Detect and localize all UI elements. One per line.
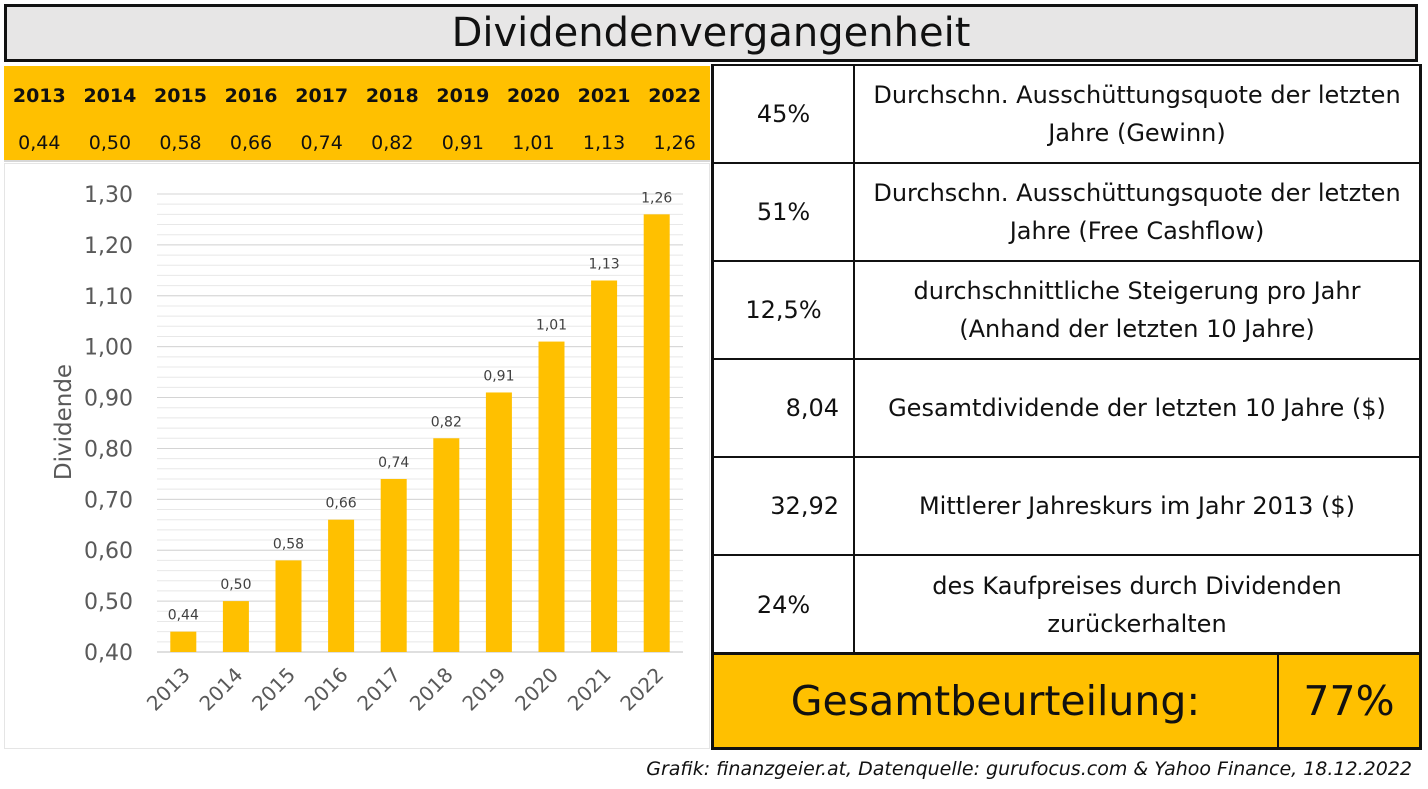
metrics-table: 45% Durchschn. Ausschüttungsquote der le…	[711, 64, 1422, 653]
x-tick-label: 2016	[300, 663, 353, 716]
metric-label: Gesamtdividende der letzten 10 Jahre ($)	[888, 394, 1386, 422]
bar	[485, 392, 512, 652]
bar	[591, 280, 618, 652]
y-axis-label: Dividende	[51, 364, 77, 480]
y-tick-label: 1,10	[84, 285, 133, 310]
data-label: 1,26	[641, 190, 672, 206]
metric-label: Mittlerer Jahreskurs im Jahr 2013 ($)	[918, 492, 1356, 520]
year-cell: 2014	[83, 85, 137, 107]
year-cell: 2015	[154, 85, 207, 107]
x-tick-label: 2020	[510, 663, 563, 716]
metric-row: 12,5% durchschnittliche Steigerung pro J…	[714, 262, 1419, 360]
year-cell: 2020	[507, 85, 560, 107]
y-tick-label: 0,50	[84, 590, 133, 615]
x-tick-label: 2015	[247, 663, 300, 716]
y-tick-label: 1,30	[84, 183, 133, 208]
source-note: Grafik: finanzgeier.at, Datenquelle: gur…	[646, 758, 1412, 780]
metric-label: des Kaufpreises durch Dividenden zurücke…	[932, 571, 1342, 638]
bar	[380, 478, 407, 652]
dividend-value-cell: 0,58	[159, 132, 202, 154]
year-cell: 2022	[648, 85, 702, 107]
y-tick-label: 1,20	[84, 234, 133, 259]
metric-value: 32,92	[714, 458, 855, 554]
metric-value: 8,04	[714, 360, 855, 456]
metric-label: Durchschn. Ausschüttungsquote der letzte…	[873, 179, 1401, 245]
dividend-value-cell: 0,50	[88, 132, 132, 154]
x-tick-label: 2022	[615, 663, 668, 716]
metric-row: 24% des Kaufpreises durch Dividenden zur…	[714, 556, 1419, 653]
y-tick-label: 0,80	[84, 437, 133, 462]
x-tick-label: 2013	[142, 663, 195, 716]
y-tick-label: 0,70	[84, 488, 133, 513]
bar	[433, 438, 460, 652]
dividend-value-cell: 0,44	[18, 132, 61, 154]
x-tick-label: 2021	[563, 663, 616, 716]
dividend-value-cell: 1,13	[582, 132, 626, 154]
dividend-chart: 1,30 1,20 1,10 1,00 0,90 0,80 0,70 0,60 0,50 0,40…	[4, 163, 710, 749]
bar	[222, 601, 249, 652]
x-tick-label: 2019	[457, 663, 510, 716]
metric-row: 51% Durchschn. Ausschüttungsquote der le…	[714, 164, 1419, 262]
year-cell: 2018	[365, 85, 419, 107]
overall-rating-label: Gesamtbeurteilung:	[714, 655, 1279, 747]
overall-rating-value: 77%	[1303, 677, 1395, 725]
dividend-value-cell: 1,01	[512, 132, 555, 154]
data-label: 0,66	[326, 496, 357, 512]
bar	[275, 560, 302, 652]
data-label: 1,13	[589, 257, 620, 273]
data-label: 0,50	[220, 577, 251, 593]
y-tick-label: 0,40	[84, 641, 133, 666]
dividend-value-cell: 0,82	[371, 132, 414, 154]
year-cell: 2013	[12, 85, 66, 107]
dividend-value-cell: 0,91	[441, 132, 485, 154]
data-label: 0,44	[168, 608, 199, 624]
metric-label: durchschnittliche Steigerung pro Jahr (A…	[913, 277, 1361, 343]
metric-row: 8,04 Gesamtdividende der letzten 10 Jahr…	[714, 360, 1419, 458]
year-cell: 2016	[224, 85, 278, 107]
bar-chart-svg: 1,30 1,20 1,10 1,00 0,90 0,80 0,70 0,60 0,50 0,40…	[51, 183, 683, 716]
metric-value: 45%	[714, 66, 855, 162]
year-cell: 2017	[295, 85, 349, 107]
y-tick-label: 0,90	[84, 387, 133, 412]
metric-value: 51%	[714, 164, 855, 260]
dividend-year-table: 2013 2014 2015 2016 2017 2018 2019 2020 …	[4, 66, 710, 162]
x-tick-label: 2018	[405, 663, 458, 716]
year-header-row: 2013 2014 2015 2016 2017 2018 2019 2020 …	[4, 84, 710, 108]
metric-row: 32,92 Mittlerer Jahreskurs im Jahr 2013 …	[714, 458, 1419, 556]
dividend-value-cell: 1,26	[653, 132, 696, 154]
dividend-value-row: 0,44 0,50 0,58 0,66 0,74 0,82 0,91 1,01 …	[4, 131, 710, 155]
data-label: 0,82	[431, 414, 462, 430]
bar	[538, 341, 565, 652]
data-label: 0,91	[483, 368, 514, 384]
dividend-value-cell: 0,66	[229, 132, 273, 154]
dividend-value-cell: 0,74	[300, 132, 343, 154]
page-title: Dividendenvergangenheit	[4, 4, 1418, 62]
metric-label: Durchschn. Ausschüttungsquote der letzte…	[873, 81, 1401, 147]
metric-value: 12,5%	[714, 262, 855, 358]
x-tick-label: 2014	[194, 663, 247, 716]
year-cell: 2019	[436, 85, 490, 107]
data-label: 0,58	[273, 536, 304, 552]
overall-rating: Gesamtbeurteilung: 77%	[711, 652, 1422, 750]
bar	[328, 519, 355, 652]
y-tick-label: 1,00	[84, 336, 133, 361]
y-tick-label: 0,60	[84, 539, 133, 564]
metric-row: 45% Durchschn. Ausschüttungsquote der le…	[714, 66, 1419, 164]
data-label: 0,74	[378, 455, 409, 471]
bar	[643, 214, 670, 652]
x-tick-label: 2017	[352, 663, 405, 716]
year-cell: 2021	[577, 85, 631, 107]
metric-value: 24%	[714, 556, 855, 653]
bar	[170, 631, 197, 652]
data-label: 1,01	[536, 318, 567, 334]
